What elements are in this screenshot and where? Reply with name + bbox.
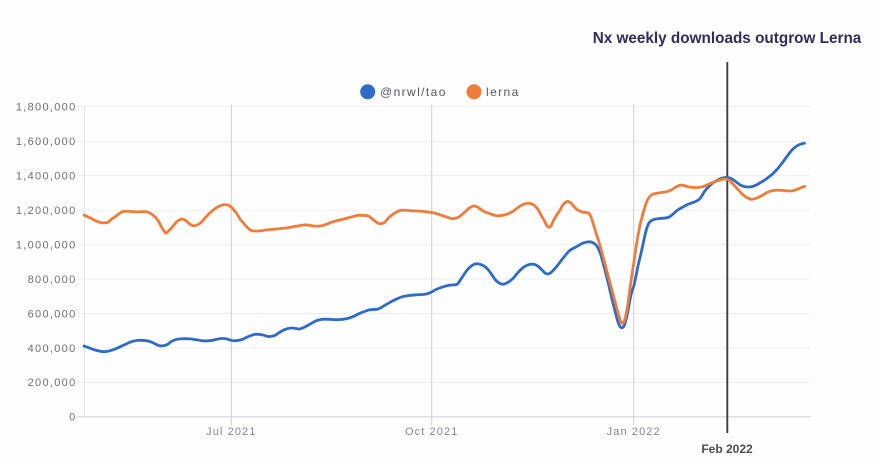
svg-text:600,000: 600,000 (28, 308, 77, 320)
svg-text:Feb 2022: Feb 2022 (701, 442, 753, 456)
svg-text:@nrwl/tao: @nrwl/tao (380, 85, 447, 99)
svg-text:1,800,000: 1,800,000 (16, 102, 77, 114)
svg-text:Jul 2021: Jul 2021 (206, 426, 256, 438)
svg-text:400,000: 400,000 (28, 343, 77, 355)
svg-text:lerna: lerna (486, 85, 520, 99)
svg-text:Oct 2021: Oct 2021 (405, 426, 458, 438)
svg-text:200,000: 200,000 (28, 377, 77, 389)
svg-text:1,400,000: 1,400,000 (16, 170, 77, 182)
svg-text:1,000,000: 1,000,000 (16, 239, 77, 251)
svg-text:800,000: 800,000 (28, 274, 77, 286)
svg-text:0: 0 (69, 412, 76, 424)
svg-text:Jan 2022: Jan 2022 (607, 426, 661, 438)
svg-text:Nx weekly downloads outgrow Le: Nx weekly downloads outgrow Lerna (593, 30, 862, 47)
svg-text:1,600,000: 1,600,000 (16, 136, 77, 148)
svg-text:1,200,000: 1,200,000 (16, 205, 77, 217)
